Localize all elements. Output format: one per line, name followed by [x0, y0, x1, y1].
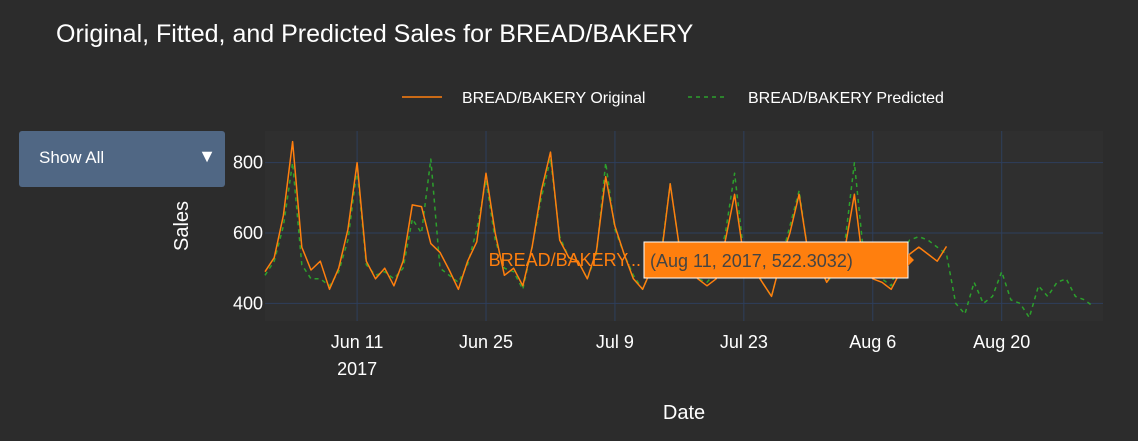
x-tick-year-label: 2017 [337, 359, 377, 379]
axis-ticks: 400 600 800 Jun 11 2017 Jun 25 Jul 9 Jul 23 Aug … [233, 153, 1030, 379]
chevron-down-icon: ▼ [198, 146, 216, 166]
x-tick-label: Jul 9 [596, 332, 634, 352]
x-tick-label: Jun 25 [459, 332, 513, 352]
plot-area [265, 131, 1103, 321]
dropdown-label: Show All [39, 148, 105, 167]
hover-box [643, 241, 909, 279]
legend-item-label[interactable]: BREAD/BAKERY Original [462, 90, 645, 107]
y-tick-label: 400 [233, 293, 263, 313]
hover-value-text: (Aug 11, 2017, 522.3032) [650, 251, 853, 271]
x-tick-label: Jun 11 [331, 332, 384, 352]
y-tick-label: 800 [233, 153, 263, 173]
chart-title: Original, Fitted, and Predicted Sales fo… [56, 20, 694, 48]
y-tick-label: 600 [233, 223, 263, 243]
legend[interactable]: BREAD/BAKERY Original BREAD/BAKERY Predic… [402, 90, 944, 107]
show-all-dropdown[interactable]: Show All ▼ [19, 131, 225, 187]
hover-tooltip: (Aug 11, 2017, 522.3032) BREAD/BAKERY... [489, 241, 914, 279]
legend-item-label[interactable]: BREAD/BAKERY Predicted [748, 90, 944, 107]
x-tick-label: Aug 20 [973, 332, 1030, 352]
x-tick-label: Aug 6 [849, 332, 896, 352]
hover-pointer [908, 254, 914, 266]
x-tick-label: Jul 23 [720, 332, 768, 352]
x-axis-title: Date [663, 402, 705, 424]
hover-series-name: BREAD/BAKERY... [489, 250, 641, 270]
y-axis-title: Sales [171, 201, 193, 251]
